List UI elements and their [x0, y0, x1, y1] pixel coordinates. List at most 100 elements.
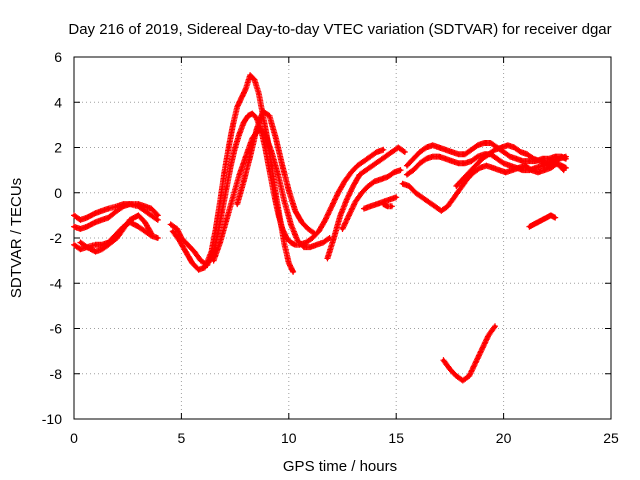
data-point [136, 204, 141, 208]
data-point [237, 173, 241, 177]
x-tick-label: 5 [178, 430, 186, 446]
data-point [156, 218, 160, 222]
data-point [549, 213, 553, 217]
data-point [237, 132, 241, 136]
data-point [362, 159, 366, 163]
data-point [476, 154, 480, 159]
data-point [411, 157, 415, 161]
data-point [169, 222, 173, 227]
data-point [254, 116, 259, 120]
data-point [362, 206, 366, 211]
series-track-18 [526, 212, 559, 230]
data-point [437, 145, 441, 150]
data-point [394, 195, 398, 199]
y-tick-label: 2 [54, 140, 62, 156]
data-point [115, 209, 119, 213]
data-point [212, 259, 216, 263]
data-point [444, 148, 448, 152]
data-point [418, 161, 422, 165]
data-point [562, 168, 566, 172]
data-point [203, 265, 207, 270]
data-point [143, 220, 147, 224]
data-point [482, 141, 486, 145]
data-point [353, 200, 357, 204]
data-point [261, 109, 265, 113]
data-point [149, 213, 153, 217]
data-point [351, 184, 355, 188]
data-point [368, 154, 373, 159]
data-point [184, 249, 188, 254]
data-point [386, 204, 390, 208]
data-point [540, 218, 544, 222]
data-point [375, 150, 379, 154]
data-point [381, 202, 385, 206]
series-track-4 [77, 212, 155, 255]
data-point [495, 157, 499, 161]
data-point [231, 195, 235, 199]
data-point [368, 204, 373, 208]
data-point [557, 157, 562, 161]
data-point [381, 148, 385, 152]
data-point [549, 166, 553, 170]
data-point [257, 91, 261, 95]
data-point [377, 159, 381, 163]
data-point [499, 145, 504, 150]
data-point [85, 216, 89, 220]
data-point [467, 374, 471, 378]
data-point [504, 170, 508, 174]
data-point [398, 168, 403, 172]
data-point [308, 245, 312, 249]
data-point [392, 170, 396, 174]
data-point [463, 152, 467, 156]
series-track-10 [339, 167, 404, 232]
data-point [452, 195, 456, 199]
data-point [121, 227, 126, 231]
data-point [454, 374, 458, 378]
data-point [486, 333, 491, 337]
data-point [431, 143, 435, 147]
series-track-17 [440, 323, 498, 384]
data-point [246, 114, 250, 118]
data-point [463, 161, 467, 165]
data-point [355, 164, 360, 168]
y-tick-label: -6 [50, 321, 63, 337]
data-point [93, 220, 98, 224]
data-point [115, 236, 119, 240]
data-point [100, 209, 104, 213]
data-point [542, 168, 547, 172]
data-point [78, 227, 83, 231]
data-point [85, 245, 89, 249]
data-point [306, 227, 310, 231]
data-point [461, 378, 465, 383]
data-point [293, 209, 297, 213]
data-point [525, 152, 529, 156]
data-point [396, 145, 400, 150]
data-point [289, 240, 293, 245]
data-point [338, 213, 342, 217]
data-point [450, 150, 454, 154]
data-point [474, 164, 478, 168]
data-point [317, 229, 321, 233]
data-point [250, 111, 254, 116]
data-point [310, 236, 315, 240]
data-point [480, 347, 484, 351]
data-point [100, 218, 104, 222]
data-point [254, 127, 259, 131]
data-point [364, 168, 368, 172]
series-track-12 [380, 201, 395, 210]
y-tick-label: 6 [54, 49, 62, 65]
data-point [478, 166, 482, 170]
data-point [444, 157, 448, 161]
data-point [491, 166, 495, 170]
data-point [527, 159, 531, 163]
data-point [506, 143, 510, 147]
data-point [349, 170, 353, 174]
data-point [420, 195, 424, 199]
data-point [403, 150, 407, 154]
data-point [407, 184, 411, 188]
data-point [461, 177, 465, 181]
data-point [497, 168, 501, 172]
data-point [510, 168, 514, 172]
data-point [454, 184, 458, 188]
